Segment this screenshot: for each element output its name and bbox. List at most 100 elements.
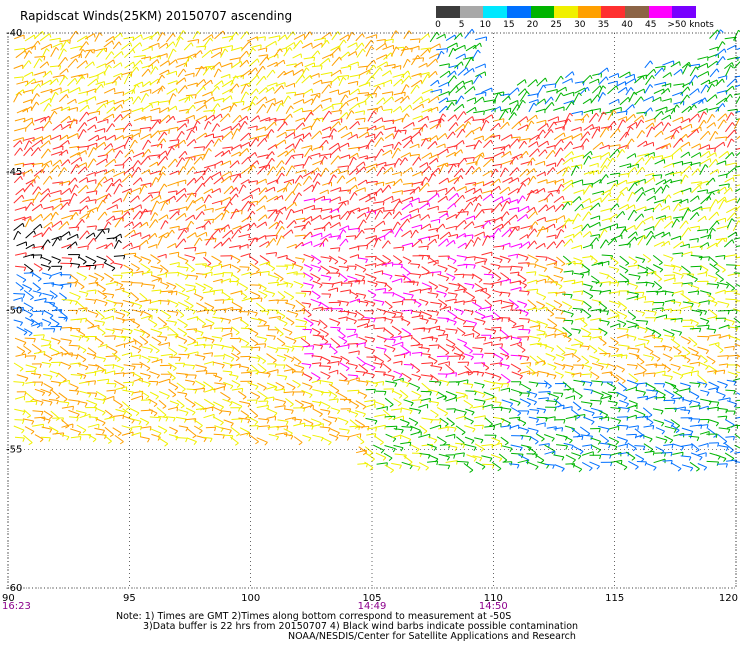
wind-barb: [601, 189, 611, 196]
wind-barb: [536, 77, 546, 87]
wind-barb-flag: [421, 255, 424, 260]
wind-barb-flag: [673, 135, 675, 140]
wind-barb: [140, 314, 153, 320]
wind-barb-flag: [310, 111, 314, 116]
wind-barb: [78, 99, 88, 105]
wind-barb: [502, 177, 513, 183]
wind-barb-flag: [406, 322, 411, 326]
wind-barb: [465, 144, 476, 148]
wind-barb: [211, 228, 219, 237]
wind-barb: [563, 100, 574, 105]
wind-barb-flag: [667, 88, 671, 93]
wind-barb: [129, 195, 139, 203]
wind-barb: [546, 234, 557, 238]
wind-barb-flag: [472, 157, 475, 162]
wind-barb-flag: [175, 291, 178, 296]
wind-barb-flag: [716, 220, 720, 225]
wind-barb-flag: [536, 141, 539, 146]
wind-barb: [698, 111, 705, 123]
wind-barb-flag: [207, 167, 212, 172]
wind-barb: [726, 206, 737, 214]
wind-barb-flag: [55, 91, 59, 96]
wind-barb-flag: [365, 179, 368, 185]
wind-barb: [700, 317, 710, 322]
wind-barb: [140, 263, 151, 271]
wind-barb-flag: [598, 234, 601, 239]
wind-barb: [23, 302, 34, 309]
wind-barb: [545, 149, 554, 160]
wind-barb-flag: [172, 93, 177, 97]
wind-barb: [231, 144, 241, 151]
wind-barb: [148, 154, 161, 157]
wind-barb-flag: [116, 204, 118, 209]
wind-barb: [727, 231, 737, 238]
wind-barb: [213, 160, 223, 166]
wind-barb: [412, 103, 423, 111]
wind-barb-flag: [42, 31, 45, 36]
wind-barb-flag: [731, 152, 735, 157]
wind-barb: [77, 245, 89, 249]
wind-barb: [250, 44, 262, 49]
wind-barb-flag: [599, 108, 602, 113]
wind-barb: [103, 221, 109, 230]
wind-barb: [599, 127, 607, 138]
wind-barb: [347, 279, 360, 283]
wind-barb-flag: [128, 113, 131, 118]
wind-barb-flag: [151, 103, 154, 109]
wind-barb: [159, 264, 169, 272]
wind-barb: [203, 121, 209, 130]
wind-barb: [186, 166, 194, 175]
wind-barb: [176, 179, 186, 184]
wind-barb-flag: [172, 33, 176, 38]
wind-barb: [464, 299, 476, 303]
wind-barb: [706, 191, 713, 202]
wind-barb: [51, 220, 62, 228]
wind-barb-flag: [724, 196, 727, 201]
wind-barb-flag: [369, 194, 371, 199]
wind-barb-flag: [399, 211, 403, 216]
wind-barb-flag: [287, 95, 292, 100]
wind-barb: [654, 81, 666, 86]
wind-barb-flag: [726, 284, 730, 289]
wind-barb-flag: [309, 291, 312, 296]
wind-barb-flag: [430, 287, 432, 293]
wind-barb: [409, 38, 421, 41]
wind-barb-flag: [175, 88, 178, 93]
wind-barb-flag: [271, 129, 275, 133]
wind-barb-flag: [525, 150, 529, 155]
wind-barb: [77, 166, 86, 175]
wind-barb: [601, 193, 610, 203]
wind-barb: [319, 189, 329, 195]
wind-barb: [301, 302, 311, 305]
wind-barb: [400, 45, 407, 57]
wind-barb-flag: [143, 184, 148, 189]
wind-barb-flag: [383, 311, 387, 315]
wind-barb: [76, 280, 85, 288]
wind-barb-flag: [102, 229, 106, 234]
wind-barb-flag: [412, 122, 415, 127]
wind-barb: [328, 142, 339, 150]
wind-barb: [58, 149, 67, 156]
wind-barb-flag: [276, 277, 280, 282]
wind-barb: [399, 157, 406, 166]
wind-barb-flag: [184, 193, 187, 198]
wind-barb-flag: [588, 211, 592, 216]
wind-barb: [240, 91, 247, 102]
wind-barb: [680, 151, 689, 158]
wind-barb-flag: [535, 79, 538, 84]
wind-barb: [322, 104, 333, 112]
wind-barb: [624, 224, 635, 232]
wind-barb: [330, 214, 340, 219]
wind-barb: [61, 187, 70, 195]
wind-barb: [664, 107, 675, 113]
wind-barb-flag: [184, 188, 187, 193]
wind-barb-flag: [461, 61, 464, 66]
wind-barb-flag: [478, 279, 483, 283]
wind-barb: [23, 71, 33, 77]
wind-barb-flag: [130, 242, 133, 247]
wind-barb-flag: [50, 44, 53, 49]
wind-barb: [484, 107, 496, 112]
wind-barb: [435, 118, 442, 129]
wind-barb: [689, 238, 699, 241]
wind-barb: [500, 272, 510, 280]
